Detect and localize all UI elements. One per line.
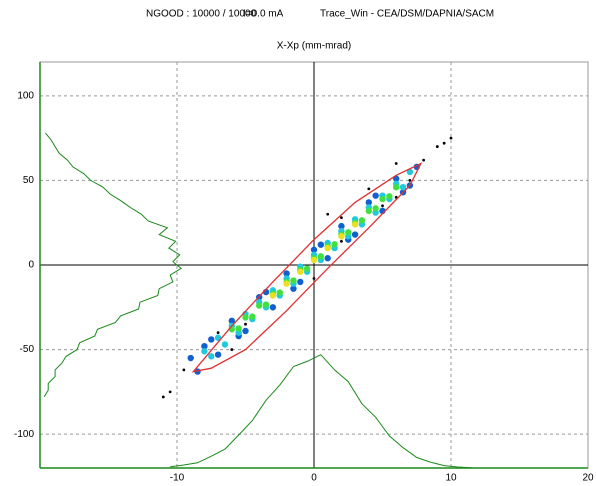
scatter-point	[351, 221, 359, 228]
scatter-point	[317, 241, 325, 248]
y-tick-label: -100	[14, 429, 34, 440]
y-tick-label: 0	[28, 260, 34, 271]
scatter-point	[235, 325, 242, 332]
x-tick-label: 0	[311, 473, 317, 484]
scatter-point	[269, 304, 277, 311]
scatter-point	[326, 212, 330, 216]
scatter-point	[310, 256, 318, 264]
scatter-point	[168, 390, 172, 394]
scatter-point	[317, 253, 325, 260]
scatter-point	[379, 195, 386, 203]
scatter-point	[367, 187, 371, 191]
scatter-point	[338, 222, 345, 230]
scatter-point	[256, 302, 263, 309]
y-tick-label: 100	[17, 90, 34, 101]
scatter-point	[338, 233, 345, 240]
scatter-point	[386, 193, 393, 200]
scatter-point	[290, 285, 297, 292]
scatter-point	[365, 207, 372, 215]
scatter-point	[208, 336, 215, 343]
rms-ellipse	[191, 162, 423, 373]
scatter-point	[283, 270, 290, 277]
scatter-point	[345, 229, 352, 236]
x-tick-label: 20	[582, 473, 594, 484]
scatter-point	[372, 192, 379, 199]
scatter-point	[406, 168, 414, 176]
scatter-point	[408, 179, 412, 182]
scatter-point	[283, 280, 290, 287]
histogram-line	[43, 132, 182, 398]
scatter-point	[214, 351, 222, 358]
scatter-point	[161, 395, 165, 399]
scatter-point	[221, 341, 229, 348]
histogram-line	[170, 354, 472, 469]
chart-subtitle: X-Xp (mm-mrad)	[277, 41, 351, 52]
scatter-point	[393, 183, 400, 191]
scatter-point	[276, 289, 283, 296]
scatter-point	[208, 353, 215, 360]
scatter-point	[365, 199, 372, 206]
scatter-point	[340, 216, 343, 220]
scatter-point	[290, 277, 297, 284]
scatter-point	[399, 183, 407, 191]
scatter-point	[351, 231, 359, 238]
scatter-point	[303, 265, 311, 272]
scatter-point	[230, 348, 234, 351]
scatter-point	[242, 314, 249, 321]
chart-title: NGOOD : 10000 / 10000	[146, 9, 257, 20]
y-tick-label: -50	[20, 344, 35, 355]
scatter-point	[297, 278, 304, 286]
scatter-point	[187, 354, 194, 362]
scatter-point	[312, 277, 316, 280]
scatter-point	[442, 141, 446, 145]
scatter-point	[340, 239, 343, 243]
y-tick-label: 50	[23, 175, 35, 186]
scatter-point	[249, 313, 256, 320]
scatter-point	[182, 368, 186, 372]
scatter-point	[324, 244, 331, 252]
scatter-point	[372, 205, 379, 212]
scatter-point	[381, 204, 384, 208]
scatter-point	[449, 136, 453, 140]
scatter-point	[201, 348, 208, 355]
scatter-point	[244, 322, 247, 326]
scatter-point	[394, 162, 398, 165]
scatter-point	[331, 241, 338, 248]
scatter-point	[297, 268, 304, 275]
annotation: I=0.0 mA	[243, 9, 284, 20]
scatter-point	[358, 217, 366, 224]
scatter-point	[435, 145, 439, 148]
x-tick-label: 10	[445, 473, 457, 484]
x-tick-label: -10	[170, 473, 185, 484]
scatter-point	[242, 327, 249, 335]
scatter-point	[228, 317, 235, 325]
scatter-point	[262, 301, 270, 308]
scatter-point	[310, 246, 318, 253]
annotation: Trace_Win - CEA/DSM/DAPNIA/SACM	[320, 9, 494, 20]
scatter-point	[422, 158, 425, 162]
scatter-point	[201, 343, 208, 350]
scatter-point	[324, 255, 331, 262]
scatter-point	[269, 292, 277, 299]
scatter-point	[216, 331, 220, 335]
